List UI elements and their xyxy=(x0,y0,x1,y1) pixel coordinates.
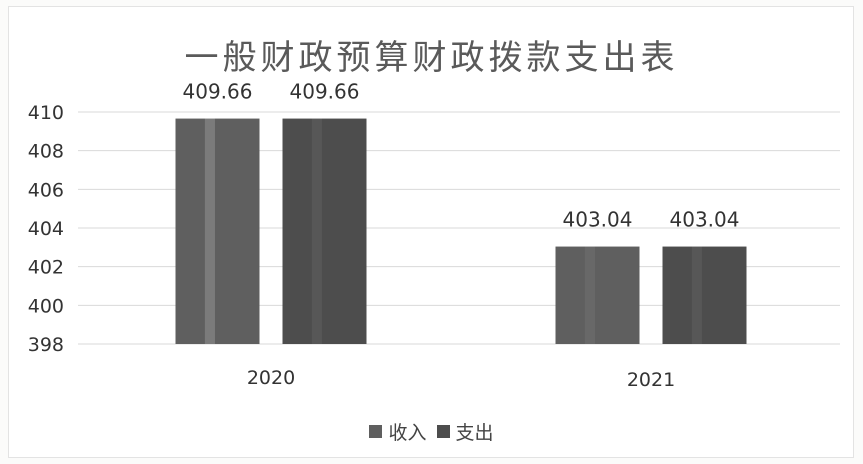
legend-item-expense: 支出 xyxy=(436,418,494,445)
data-label: 403.04 xyxy=(563,208,633,232)
y-tick-label: 398 xyxy=(28,334,64,356)
bar-highlight xyxy=(691,246,702,344)
bar-highlight xyxy=(584,246,595,344)
legend-label-income: 收入 xyxy=(388,422,427,444)
legend-swatch-expense xyxy=(436,425,450,438)
legend-item-income: 收入 xyxy=(369,418,426,445)
bar-highlight xyxy=(311,118,322,344)
chart-legend: 收入 支出 xyxy=(0,418,863,445)
bar xyxy=(662,246,747,344)
y-tick-label: 402 xyxy=(28,257,64,279)
data-label: 409.66 xyxy=(290,80,360,104)
x-tick-label: 2021 xyxy=(627,369,675,391)
data-label: 409.66 xyxy=(183,80,253,104)
chart-title: 一般财政预算财政拨款支出表 xyxy=(184,38,679,78)
y-tick-label: 400 xyxy=(28,295,64,317)
legend-label-expense: 支出 xyxy=(455,422,494,444)
bar xyxy=(175,118,260,344)
y-tick-label: 410 xyxy=(28,102,64,124)
x-tick-label: 2020 xyxy=(247,367,295,389)
bar-highlight xyxy=(204,118,215,344)
data-label: 403.04 xyxy=(670,208,740,232)
y-tick-label: 406 xyxy=(28,179,64,201)
y-tick-label: 404 xyxy=(28,218,64,240)
y-tick-label: 408 xyxy=(28,141,64,163)
bar xyxy=(555,246,640,344)
bar xyxy=(282,118,367,344)
chart-area xyxy=(8,6,854,458)
legend-swatch-income xyxy=(369,425,383,438)
